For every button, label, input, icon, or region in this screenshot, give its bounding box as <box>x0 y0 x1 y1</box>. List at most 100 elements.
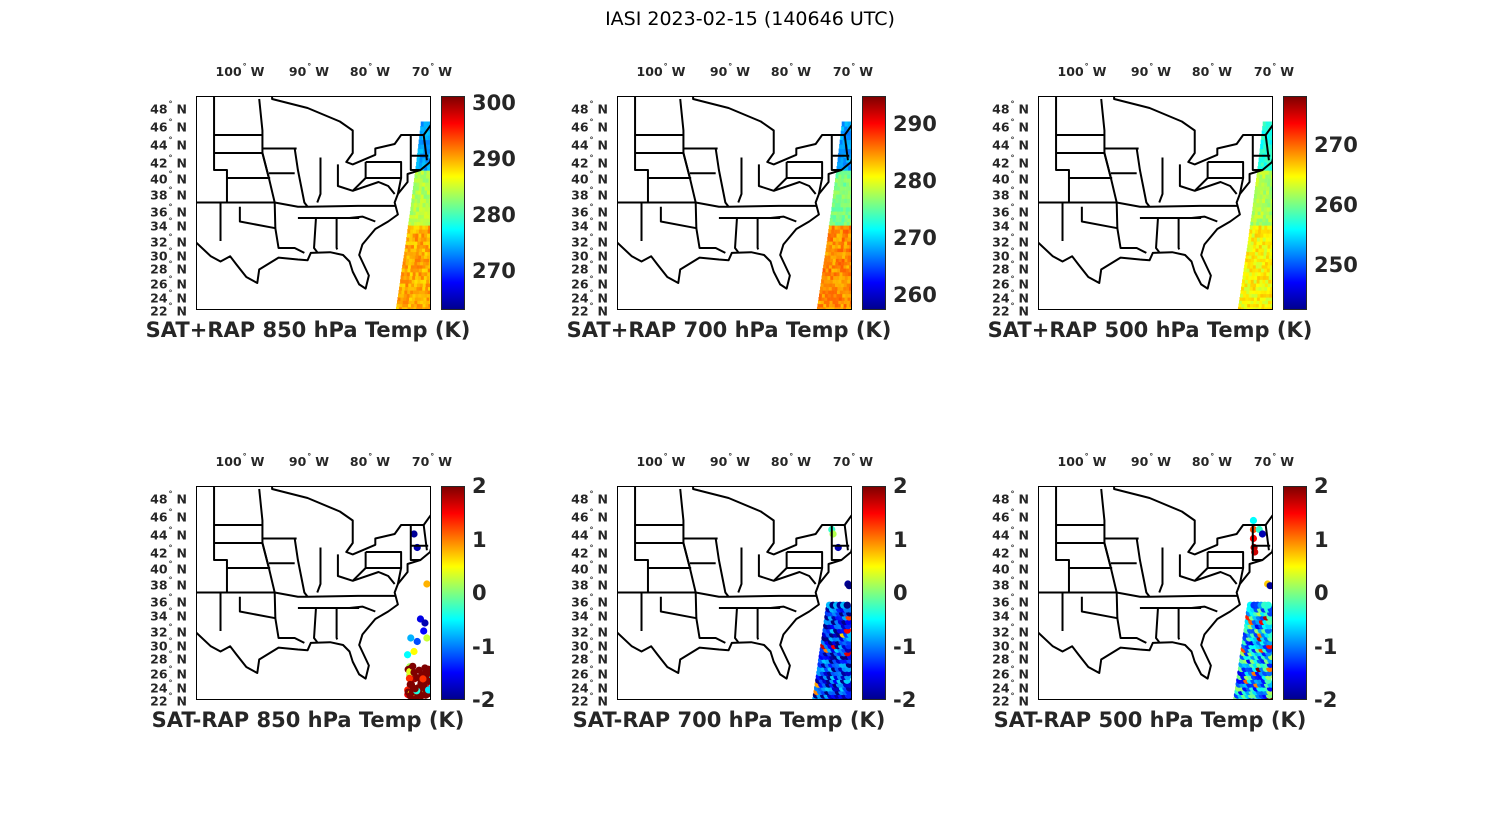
swath-pixel <box>412 255 416 259</box>
state-border <box>238 596 305 644</box>
swath-pixel <box>415 255 419 259</box>
swath-pixel <box>850 293 852 298</box>
lon-tick-label: 80° W <box>349 452 391 469</box>
swath-pixel <box>1262 198 1266 204</box>
swath-pixel <box>1270 241 1273 246</box>
swath-pixel <box>835 237 840 242</box>
swath-pixel <box>1272 306 1273 310</box>
swath-pixel <box>1255 229 1259 234</box>
swath-pixel <box>411 283 415 288</box>
swath-pixel <box>1267 303 1271 308</box>
swath-pixel <box>1261 303 1265 308</box>
swath-pixel <box>423 258 427 263</box>
swath-pixel <box>415 170 419 175</box>
state-border <box>1207 161 1245 178</box>
state-border <box>773 571 817 585</box>
swath-pixel <box>408 261 412 266</box>
swath-pixel <box>846 244 850 249</box>
swath-pixel <box>424 229 428 234</box>
state-border <box>786 567 824 585</box>
swath-pixel <box>837 229 841 234</box>
swath-pixel <box>832 261 836 266</box>
swath-pixel <box>398 306 403 310</box>
swath-pixel <box>415 251 420 256</box>
swath-pixel <box>1269 211 1273 216</box>
swath-pixel <box>1249 248 1253 253</box>
lat-tick-label: 38° N <box>150 575 187 593</box>
swath-pixel <box>840 157 844 163</box>
swath-pixel <box>1250 300 1254 305</box>
lat-tick-label: 46° N <box>992 117 1029 135</box>
swath-pixel <box>1266 139 1270 145</box>
swath-pixel <box>1269 166 1273 171</box>
colorbar <box>441 486 465 700</box>
swath-pixel <box>1267 198 1272 204</box>
swath-pixel <box>832 244 836 249</box>
swath-pixel <box>413 306 417 310</box>
swath-pixel <box>419 202 423 208</box>
state-border <box>1068 591 1238 598</box>
swath-pixel <box>1267 182 1271 187</box>
swath-pixel <box>424 255 428 259</box>
swath-pixel <box>1273 203 1276 208</box>
swath-pixel <box>852 265 855 269</box>
swath-pixel <box>1252 268 1256 273</box>
swath-pixel <box>1258 157 1262 163</box>
swath-pixel <box>1250 303 1254 308</box>
swath-pixel <box>1262 170 1267 175</box>
swath-pixel <box>1265 170 1269 175</box>
swath-pixel <box>1250 261 1254 266</box>
swath-pixel <box>841 121 845 127</box>
lat-tick-label: 30° N <box>571 636 608 654</box>
swath-pixel <box>840 206 844 212</box>
state-border <box>634 486 649 631</box>
swath-pixel <box>1266 229 1270 234</box>
swath-pixel <box>838 258 842 263</box>
lat-tick-label: 22° N <box>992 301 1029 319</box>
state-border <box>1080 206 1147 254</box>
swath-pixel <box>420 170 425 175</box>
swath-pixel <box>429 214 431 219</box>
swath-pixel <box>836 290 841 295</box>
swath-pixel <box>425 286 429 291</box>
swath-pixel <box>839 233 843 238</box>
lon-tick-label: 70° W <box>832 62 874 79</box>
swath-pixel <box>407 264 412 269</box>
swath-pixel <box>1249 229 1253 234</box>
swath-pixel <box>851 306 852 310</box>
swath-pixel <box>1248 255 1252 259</box>
swath-pixel <box>1265 194 1269 199</box>
state-border <box>757 552 788 582</box>
swath-pixel <box>841 194 845 199</box>
swath-pixel <box>425 248 429 253</box>
swath-pixel <box>1262 194 1266 199</box>
swath-pixel <box>825 290 829 295</box>
swath-pixel <box>407 286 411 291</box>
swath-pixel <box>833 255 837 259</box>
swath-pixel <box>831 206 835 212</box>
swath-pixel <box>1254 293 1258 298</box>
swath-pixel <box>430 268 431 273</box>
swath-pixel <box>428 126 431 132</box>
swath-pixel <box>839 255 843 259</box>
swath-pixel <box>417 174 421 179</box>
swath-pixel <box>852 158 855 163</box>
swath-pixel <box>423 218 427 223</box>
swath-pixel <box>1263 271 1267 277</box>
swath-pixel <box>1244 279 1249 284</box>
swath-pixel <box>1244 261 1248 266</box>
colorbar-tick-label: 280 <box>893 169 937 194</box>
swath-pixel <box>1268 144 1273 150</box>
swath-pixel <box>851 286 852 291</box>
swath-pixel <box>421 190 425 195</box>
swath-pixel <box>1254 186 1259 191</box>
swath-pixel <box>851 139 852 145</box>
swath-pixel <box>416 306 420 310</box>
lat-tick-label: 36° N <box>571 592 608 610</box>
swath-pixel <box>1271 279 1273 284</box>
swath-pixel <box>1260 251 1264 256</box>
swath-pixel <box>418 214 422 219</box>
swath-pixel <box>820 286 824 291</box>
swath-pixel <box>850 174 852 179</box>
data-point <box>420 681 428 689</box>
